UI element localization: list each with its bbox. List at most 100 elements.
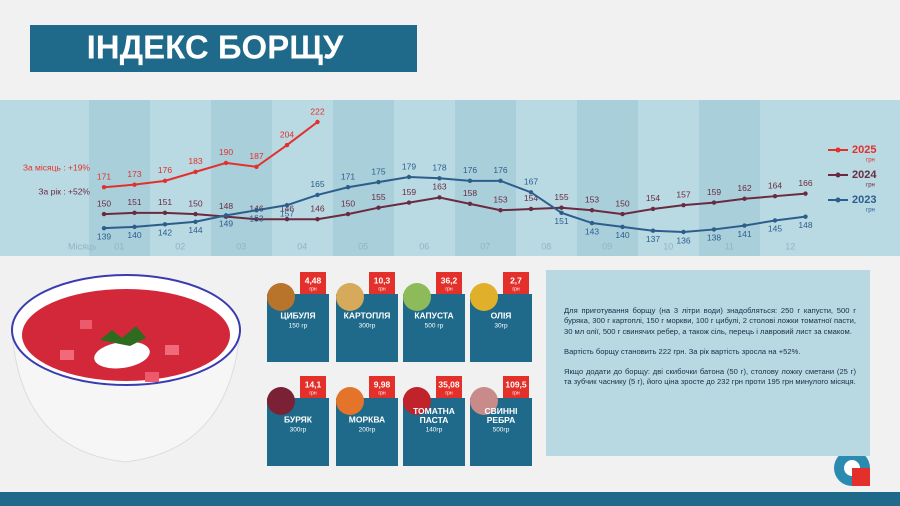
- legend-marker: [835, 197, 841, 203]
- ingredient-icon: [336, 283, 364, 311]
- description-text: Для приготування борщу (на 3 літри води)…: [564, 306, 856, 336]
- data-label: 154: [524, 193, 538, 203]
- data-label: 148: [798, 220, 812, 230]
- price-unit: грн: [512, 286, 520, 292]
- x-tick-label: 08: [541, 241, 551, 251]
- ingredient-name: ТОМАТНА ПАСТА: [413, 406, 455, 425]
- ingredient-price: 35,08: [438, 379, 460, 389]
- ingredient-price: 14,1: [305, 379, 322, 389]
- ingredient-name: БУРЯК: [284, 414, 313, 424]
- x-tick-label: 10: [663, 241, 673, 251]
- point: [101, 211, 107, 217]
- data-label: 163: [432, 182, 446, 192]
- price-unit: грн: [378, 286, 386, 292]
- price-unit: грн: [378, 390, 386, 396]
- x-tick-label: 04: [297, 241, 307, 251]
- footer-band: [0, 492, 900, 506]
- ingredient-price: 10,3: [374, 275, 391, 285]
- ingredient-name: СВИННІ РЕБРА: [484, 406, 517, 425]
- data-label: 153: [249, 214, 263, 224]
- data-label: 176: [463, 165, 477, 175]
- ingredient-weight: 30гр: [494, 323, 508, 330]
- data-label: 150: [615, 198, 629, 208]
- legend-label: 2024: [852, 169, 877, 181]
- ingredient-icon: [403, 283, 431, 311]
- ingredient-name: МОРКВА: [349, 414, 385, 424]
- data-label: 140: [615, 230, 629, 240]
- data-label: 155: [371, 192, 385, 202]
- data-label: 139: [97, 231, 111, 241]
- point: [772, 218, 778, 223]
- ingredient-weight: 300гр: [290, 427, 307, 434]
- point: [315, 192, 320, 198]
- point: [162, 178, 168, 184]
- stripe: [577, 100, 638, 256]
- data-label: 187: [249, 151, 263, 161]
- point: [223, 213, 229, 218]
- series-line: [103, 121, 319, 189]
- price-tag: [300, 376, 326, 398]
- point: [711, 200, 717, 205]
- point: [681, 202, 686, 208]
- stripe: [89, 100, 150, 256]
- data-label: 222: [310, 106, 324, 116]
- data-label: 204: [280, 129, 294, 139]
- data-label: 146: [310, 203, 324, 213]
- point: [528, 190, 534, 195]
- point: [193, 211, 198, 217]
- data-label: 145: [768, 224, 782, 234]
- ingredient-weight: 500 гр: [425, 323, 444, 330]
- data-label: 176: [158, 165, 172, 175]
- ingredient-name: КАПУСТА: [414, 310, 453, 320]
- data-label: 153: [585, 195, 599, 205]
- price-tag: [436, 376, 462, 398]
- point: [284, 202, 290, 208]
- point: [193, 219, 198, 224]
- description: Для приготування борщу (на 3 літри води)…: [546, 270, 870, 456]
- data-label: 179: [402, 161, 416, 171]
- data-label: 143: [585, 226, 599, 236]
- data-label: 159: [402, 187, 416, 197]
- point: [559, 205, 564, 210]
- point: [406, 200, 412, 205]
- data-label: 190: [219, 147, 233, 157]
- data-label: 146: [280, 203, 294, 213]
- ingredient-name: ЦИБУЛЯ: [280, 310, 315, 320]
- ingredient-price: 109,5: [505, 379, 527, 389]
- point: [254, 208, 259, 213]
- ingredient-weight: 140гр: [426, 427, 443, 434]
- ingredient-name: ОЛІЯ: [491, 310, 512, 320]
- price-unit: грн: [309, 286, 317, 292]
- ingredient-icon: [267, 387, 295, 415]
- data-label: 141: [737, 229, 751, 239]
- title: ІНДЕКС БОРЩУ: [87, 29, 344, 66]
- point: [742, 196, 747, 201]
- data-label: 138: [707, 233, 721, 243]
- point: [650, 206, 656, 212]
- data-label: 176: [493, 165, 507, 175]
- data-label: 173: [127, 169, 141, 179]
- data-label: 149: [219, 219, 233, 229]
- ingredient-price: 9,98: [374, 379, 391, 389]
- point: [772, 193, 778, 199]
- ingredient-weight: 200гр: [359, 427, 376, 434]
- data-label: 150: [97, 198, 111, 208]
- x-tick-label: 09: [602, 241, 612, 251]
- point: [315, 217, 320, 222]
- title-band: [30, 25, 417, 72]
- legend-label: 2025: [852, 144, 876, 156]
- x-tick-label: 07: [480, 241, 490, 251]
- data-label: 155: [554, 192, 568, 202]
- x-axis-label: Місяць: [68, 241, 97, 251]
- price-unit: грн: [512, 390, 520, 396]
- stripe: [455, 100, 516, 256]
- ingredient-weight: 150 гр: [289, 323, 308, 330]
- ingredient-icon: [403, 387, 431, 415]
- point: [193, 169, 198, 175]
- data-label: 171: [97, 171, 111, 181]
- data-label: 148: [219, 201, 233, 211]
- ingredient-weight: 300гр: [359, 323, 376, 330]
- x-tick-label: 01: [114, 241, 124, 251]
- point: [223, 160, 229, 166]
